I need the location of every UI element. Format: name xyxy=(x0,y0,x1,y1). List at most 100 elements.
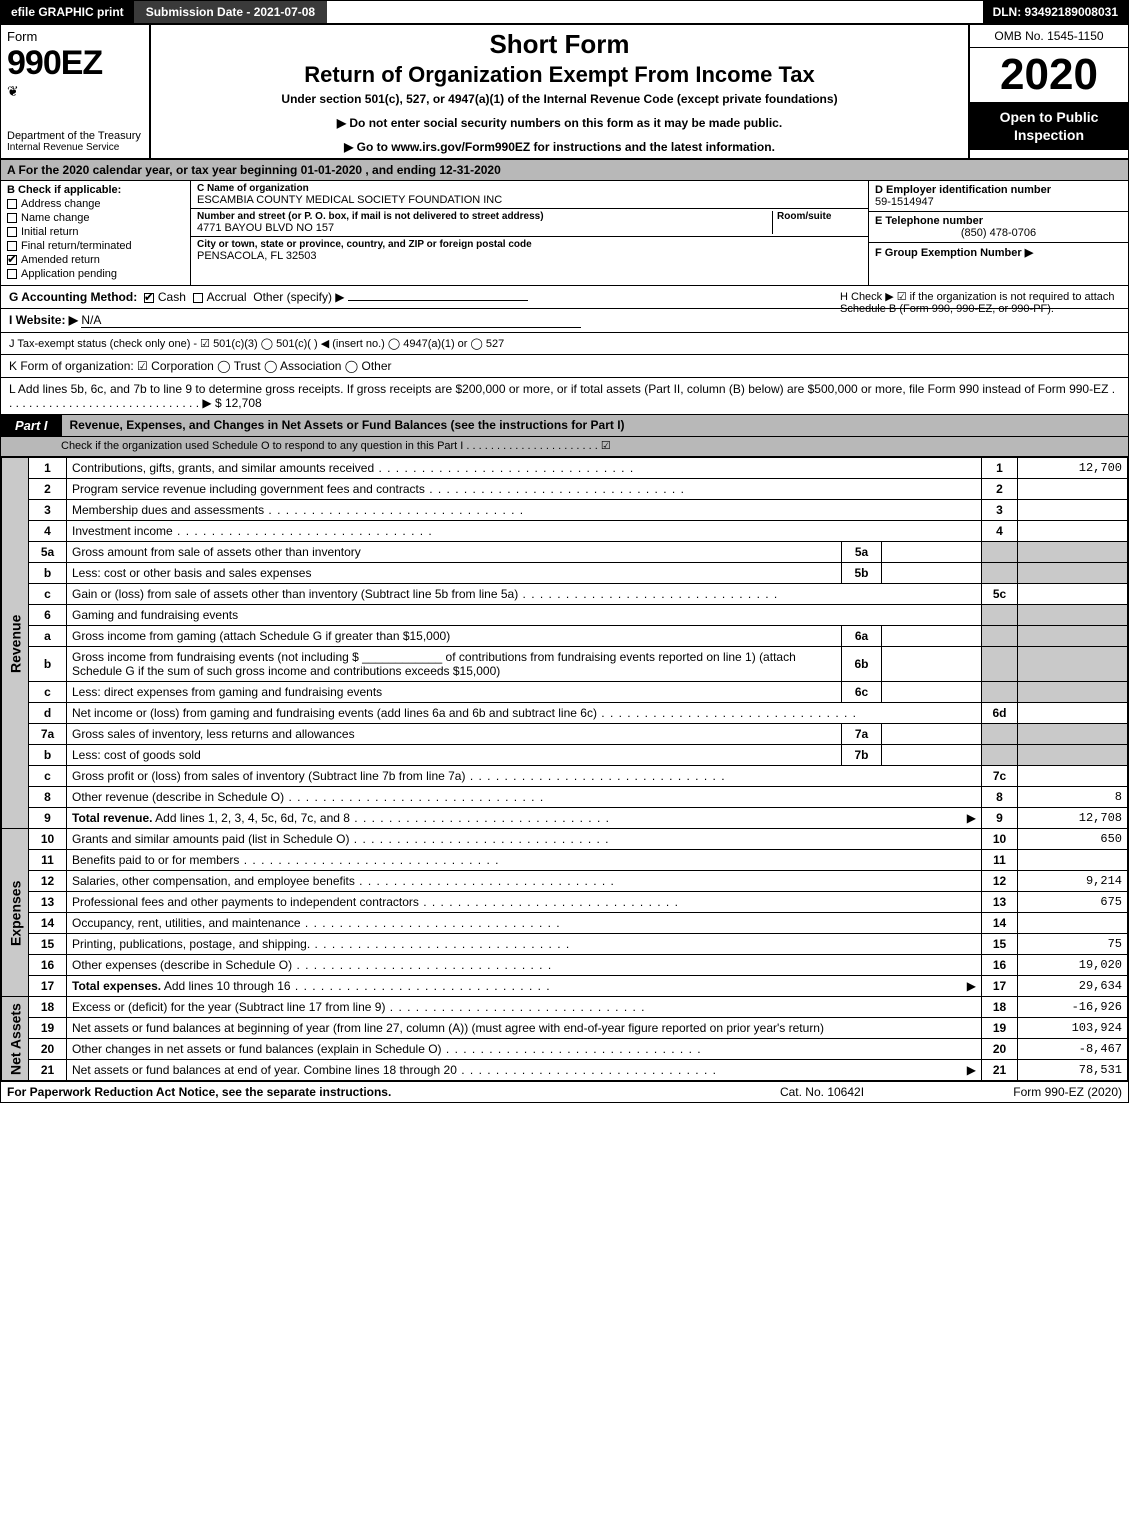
box-b-item[interactable]: Initial return xyxy=(7,226,184,238)
amount-cell: 8 xyxy=(1018,787,1128,808)
table-row: cGross profit or (loss) from sales of in… xyxy=(2,766,1128,787)
table-row: 21Net assets or fund balances at end of … xyxy=(2,1060,1128,1081)
sub-line-number: 6b xyxy=(842,647,882,682)
row-description: Less: cost of goods sold xyxy=(67,745,842,766)
box-b-item[interactable]: Address change xyxy=(7,198,184,210)
efile-print[interactable]: efile GRAPHIC print xyxy=(1,1,134,23)
line-number-cell: 16 xyxy=(982,955,1018,976)
box-b-item[interactable]: Application pending xyxy=(7,268,184,280)
arrow-icon: ▶ xyxy=(967,1063,976,1077)
line-number-cell xyxy=(982,542,1018,563)
amount-cell: 650 xyxy=(1018,829,1128,850)
dln: DLN: 93492189008031 xyxy=(983,1,1128,23)
row-description: Professional fees and other payments to … xyxy=(67,892,982,913)
submission-date: Submission Date - 2021-07-08 xyxy=(134,1,327,23)
box-b-item[interactable]: Final return/terminated xyxy=(7,240,184,252)
box-b-item-label: Name change xyxy=(21,212,90,224)
subtitle: Under section 501(c), 527, or 4947(a)(1)… xyxy=(159,92,960,106)
row-description: Gaming and fundraising events xyxy=(67,605,982,626)
table-row: 3Membership dues and assessments3 xyxy=(2,500,1128,521)
other-method-input[interactable] xyxy=(348,300,528,301)
line-a-tax-year: A For the 2020 calendar year, or tax yea… xyxy=(1,160,1128,181)
ein-label: D Employer identification number xyxy=(875,184,1051,196)
line-j-tax-exempt: J Tax-exempt status (check only one) - ☑… xyxy=(1,333,1128,355)
sub-line-value xyxy=(882,563,982,584)
table-row: 5aGross amount from sale of assets other… xyxy=(2,542,1128,563)
table-row: 17Total expenses. Add lines 10 through 1… xyxy=(2,976,1128,997)
table-row: bLess: cost of goods sold7b xyxy=(2,745,1128,766)
table-row: aGross income from gaming (attach Schedu… xyxy=(2,626,1128,647)
checkbox-icon[interactable] xyxy=(7,269,17,279)
amount-cell: 12,708 xyxy=(1018,808,1128,829)
row-description: Occupancy, rent, utilities, and maintena… xyxy=(67,913,982,934)
line-number-cell xyxy=(982,745,1018,766)
row-number: 2 xyxy=(29,479,67,500)
line-k-org-form: K Form of organization: ☑ Corporation ◯ … xyxy=(1,355,1128,378)
org-name: ESCAMBIA COUNTY MEDICAL SOCIETY FOUNDATI… xyxy=(197,194,862,206)
table-row: 19Net assets or fund balances at beginni… xyxy=(2,1018,1128,1039)
tax-year: 2020 xyxy=(970,48,1128,102)
box-b-item[interactable]: Amended return xyxy=(7,254,184,266)
treasury-seal-icon: ❦ xyxy=(7,83,143,100)
row-description: Net income or (loss) from gaming and fun… xyxy=(67,703,982,724)
row-description: Gross income from gaming (attach Schedul… xyxy=(67,626,842,647)
row-number: c xyxy=(29,766,67,787)
line-number-cell: 15 xyxy=(982,934,1018,955)
checkbox-icon[interactable] xyxy=(7,213,17,223)
table-row: 8Other revenue (describe in Schedule O)8… xyxy=(2,787,1128,808)
table-row: bGross income from fundraising events (n… xyxy=(2,647,1128,682)
line-number-cell: 1 xyxy=(982,458,1018,479)
checkbox-icon[interactable] xyxy=(7,199,17,209)
checkbox-icon[interactable] xyxy=(7,241,17,251)
part-1-header: Part I Revenue, Expenses, and Changes in… xyxy=(1,414,1128,437)
line-g-h: G Accounting Method: Cash Accrual Other … xyxy=(1,286,1128,309)
amount-cell xyxy=(1018,724,1128,745)
line-number-cell: 18 xyxy=(982,997,1018,1018)
row-number: 6 xyxy=(29,605,67,626)
row-number: 13 xyxy=(29,892,67,913)
row-number: 9 xyxy=(29,808,67,829)
row-description: Gross amount from sale of assets other t… xyxy=(67,542,842,563)
line-number-cell: 12 xyxy=(982,871,1018,892)
sub-line-value xyxy=(882,745,982,766)
row-description: Salaries, other compensation, and employ… xyxy=(67,871,982,892)
row-number: 11 xyxy=(29,850,67,871)
city-label: City or town, state or province, country… xyxy=(197,239,862,250)
table-row: 16Other expenses (describe in Schedule O… xyxy=(2,955,1128,976)
row-description: Other expenses (describe in Schedule O) xyxy=(67,955,982,976)
line-number-cell: 5c xyxy=(982,584,1018,605)
line-number-cell: 13 xyxy=(982,892,1018,913)
table-row: 11Benefits paid to or for members11 xyxy=(2,850,1128,871)
checkbox-icon[interactable] xyxy=(7,227,17,237)
box-b-item[interactable]: Name change xyxy=(7,212,184,224)
group-exemption-label: F Group Exemption Number ▶ xyxy=(875,247,1033,259)
box-b-item-label: Final return/terminated xyxy=(21,240,132,252)
line-number-cell xyxy=(982,724,1018,745)
line-number-cell xyxy=(982,605,1018,626)
table-row: Revenue1Contributions, gifts, grants, an… xyxy=(2,458,1128,479)
row-number: 3 xyxy=(29,500,67,521)
line-number-cell: 17 xyxy=(982,976,1018,997)
goto-link[interactable]: ▶ Go to www.irs.gov/Form990EZ for instru… xyxy=(159,140,960,154)
form-label: Form xyxy=(7,29,143,44)
row-description: Gross sales of inventory, less returns a… xyxy=(67,724,842,745)
street-label: Number and street (or P. O. box, if mail… xyxy=(197,211,772,222)
row-description: Gross income from fundraising events (no… xyxy=(67,647,842,682)
line-number-cell: 11 xyxy=(982,850,1018,871)
amount-cell xyxy=(1018,745,1128,766)
checkbox-icon[interactable] xyxy=(7,255,17,265)
box-b-item-label: Amended return xyxy=(21,254,100,266)
cash-checkbox[interactable] xyxy=(144,293,154,303)
line-number-cell xyxy=(982,682,1018,703)
department: Department of the Treasury xyxy=(7,130,143,142)
accrual-checkbox[interactable] xyxy=(193,293,203,303)
row-description: Investment income xyxy=(67,521,982,542)
amount-cell xyxy=(1018,766,1128,787)
row-description: Less: direct expenses from gaming and fu… xyxy=(67,682,842,703)
amount-cell: 12,700 xyxy=(1018,458,1128,479)
form-header: Form 990EZ ❦ Department of the Treasury … xyxy=(1,25,1128,160)
table-row: 7aGross sales of inventory, less returns… xyxy=(2,724,1128,745)
table-row: 2Program service revenue including gover… xyxy=(2,479,1128,500)
omb-number: OMB No. 1545-1150 xyxy=(970,25,1128,48)
line-number-cell: 14 xyxy=(982,913,1018,934)
